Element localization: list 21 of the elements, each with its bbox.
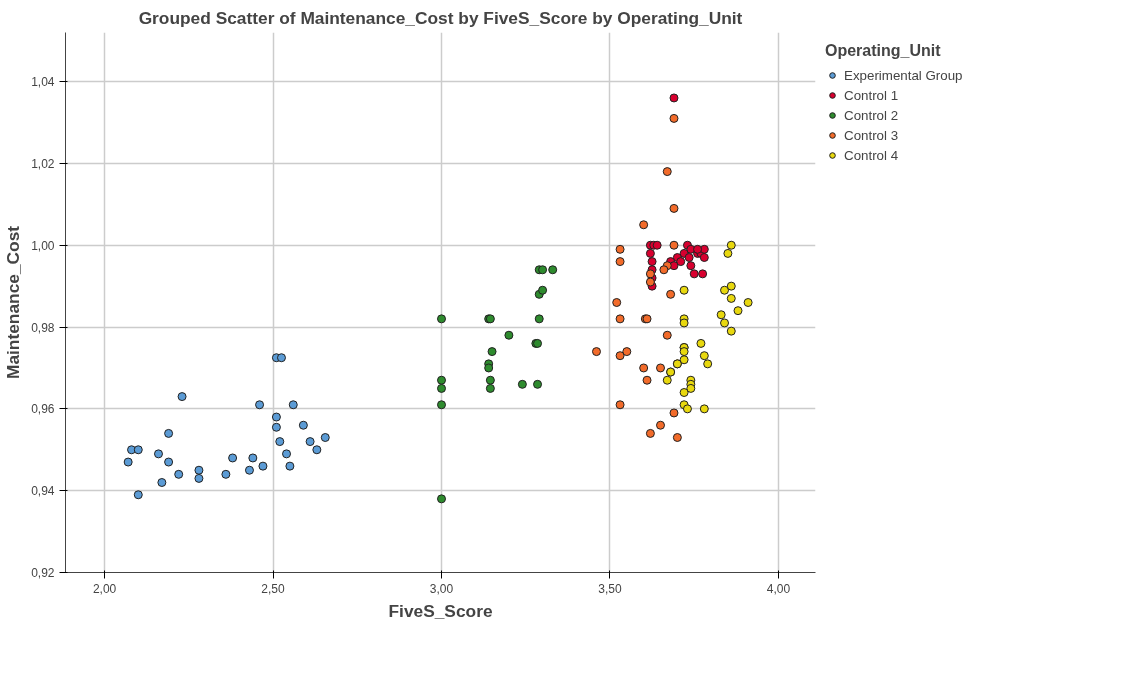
chart-title: Grouped Scatter of Maintenance_Cost by FiveS_Score by Operating_Unit xyxy=(138,7,743,28)
y-axis-title: Maintenance_Cost xyxy=(3,225,24,380)
x-axis-title: FiveS_Score xyxy=(388,600,493,621)
legend-label: Control 4 xyxy=(844,147,899,163)
x-tick-label: 4,00 xyxy=(766,581,791,596)
y-tick-label: 1,00 xyxy=(31,238,55,253)
x-tick-label: 3,50 xyxy=(598,581,622,596)
legend-label: Control 3 xyxy=(844,127,899,143)
legend-label: Control 1 xyxy=(844,87,899,103)
y-tick-label: 0,94 xyxy=(31,484,55,499)
y-tick-label: 0,92 xyxy=(31,566,55,580)
legend-title: Operating_Unit xyxy=(825,42,942,60)
y-tick-label: 0,98 xyxy=(31,320,55,335)
y-tick-label: 1,04 xyxy=(31,75,55,90)
y-tick-label: 0,96 xyxy=(31,402,55,417)
legend-label: Experimental Group xyxy=(844,67,963,83)
x-tick-label: 3,00 xyxy=(429,581,454,596)
x-tick-label: 2,00 xyxy=(92,581,117,596)
legend-label: Control 2 xyxy=(844,107,899,123)
x-tick-label: 2,50 xyxy=(261,581,286,596)
y-tick-label: 1,02 xyxy=(31,156,55,171)
